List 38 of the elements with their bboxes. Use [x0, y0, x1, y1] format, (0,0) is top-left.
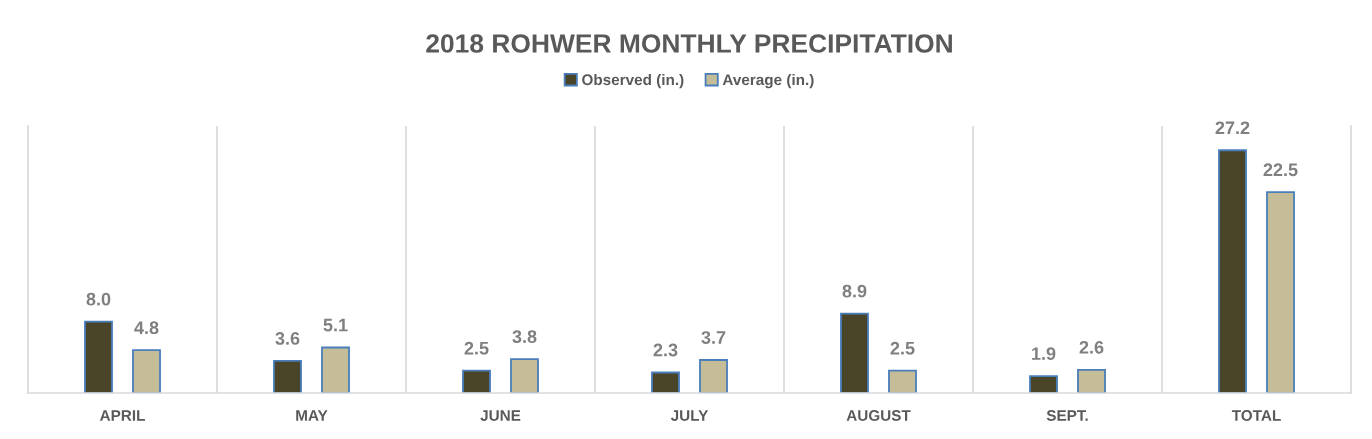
- data-label: 5.1: [323, 318, 348, 332]
- data-label: 27.2: [1215, 121, 1250, 135]
- bar: [1029, 375, 1058, 393]
- bar: [888, 369, 917, 393]
- data-label: 4.8: [134, 321, 159, 335]
- data-label: 3.8: [512, 330, 537, 344]
- data-label: 2.6: [1079, 340, 1104, 354]
- bar: [510, 358, 539, 393]
- x-tick-label: AUGUST: [846, 410, 911, 421]
- data-label: 3.6: [275, 332, 300, 345]
- data-label: 8.0: [86, 292, 111, 306]
- data-label: 3.7: [701, 331, 726, 344]
- bar: [1077, 368, 1106, 393]
- x-tick-label: JUNE: [480, 410, 521, 421]
- bar: [84, 320, 113, 393]
- x-tick-label: APRIL: [99, 410, 145, 421]
- bar: [273, 359, 302, 393]
- data-label: 8.9: [842, 284, 867, 298]
- bar: [1218, 149, 1247, 393]
- x-tick-label: TOTAL: [1231, 410, 1281, 421]
- data-label: 2.5: [464, 341, 489, 355]
- bar: [321, 346, 350, 393]
- bar: [651, 371, 680, 393]
- legend-label: Average (in.): [722, 73, 814, 89]
- chart-title: 2018 ROHWER MONTHLY PRECIPITATION: [426, 34, 952, 53]
- bar: [462, 369, 491, 393]
- x-tick-label: JULY: [670, 410, 709, 421]
- bar: [840, 312, 869, 393]
- legend-label: Observed (in.): [582, 73, 684, 89]
- bar: [699, 359, 728, 393]
- bar: [132, 349, 161, 393]
- data-label: 2.3: [653, 343, 678, 357]
- bar: [1266, 191, 1295, 393]
- x-tick-label: MAY: [296, 410, 328, 421]
- x-tick-label: SEPT.: [1046, 410, 1088, 421]
- data-label: 22.5: [1263, 163, 1298, 177]
- data-label: 2.5: [890, 341, 915, 355]
- data-label: 1.9: [1032, 347, 1056, 360]
